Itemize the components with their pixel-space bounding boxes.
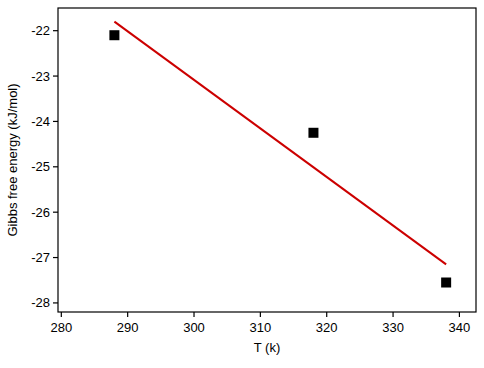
y-tick bbox=[53, 166, 58, 167]
data-point bbox=[441, 278, 451, 288]
x-tick-label: 310 bbox=[250, 320, 272, 335]
x-tick bbox=[260, 312, 261, 317]
x-tick bbox=[61, 312, 62, 317]
chart-svg: 280 290 300 310 320 330 340 -28 -27 -26 -25 -24 -23 -… bbox=[0, 0, 484, 368]
data-point bbox=[109, 30, 119, 40]
y-tick bbox=[53, 121, 58, 122]
x-tick-label: 300 bbox=[183, 320, 205, 335]
fit-line bbox=[114, 22, 446, 265]
x-tick-label: 290 bbox=[117, 320, 139, 335]
x-tick bbox=[459, 312, 460, 317]
y-tick bbox=[53, 30, 58, 31]
x-tick bbox=[326, 312, 327, 317]
plot-area bbox=[109, 22, 451, 288]
x-tick-label: 280 bbox=[50, 320, 72, 335]
y-tick-label: -26 bbox=[31, 205, 50, 220]
data-point bbox=[308, 128, 318, 138]
x-tick-label: 340 bbox=[449, 320, 471, 335]
x-tick-label: 320 bbox=[316, 320, 338, 335]
plot-frame bbox=[58, 8, 476, 312]
x-tick bbox=[392, 312, 393, 317]
y-tick-label: -23 bbox=[31, 69, 50, 84]
x-tick bbox=[127, 312, 128, 317]
y-tick-label: -28 bbox=[31, 295, 50, 310]
y-tick bbox=[53, 302, 58, 303]
y-axis-title: Gibbs free energy (kJ/mol) bbox=[5, 83, 20, 236]
y-tick bbox=[53, 257, 58, 258]
x-tick bbox=[193, 312, 194, 317]
y-tick-label: -27 bbox=[31, 250, 50, 265]
y-tick-label: -25 bbox=[31, 159, 50, 174]
y-tick bbox=[53, 212, 58, 213]
chart-container: 280 290 300 310 320 330 340 -28 -27 -26 -25 -24 -23 -… bbox=[0, 0, 484, 368]
y-tick-label: -22 bbox=[31, 23, 50, 38]
y-tick bbox=[53, 75, 58, 76]
x-tick-label: 330 bbox=[382, 320, 404, 335]
x-axis-title: T (k) bbox=[254, 340, 280, 355]
y-tick-label: -24 bbox=[31, 114, 50, 129]
